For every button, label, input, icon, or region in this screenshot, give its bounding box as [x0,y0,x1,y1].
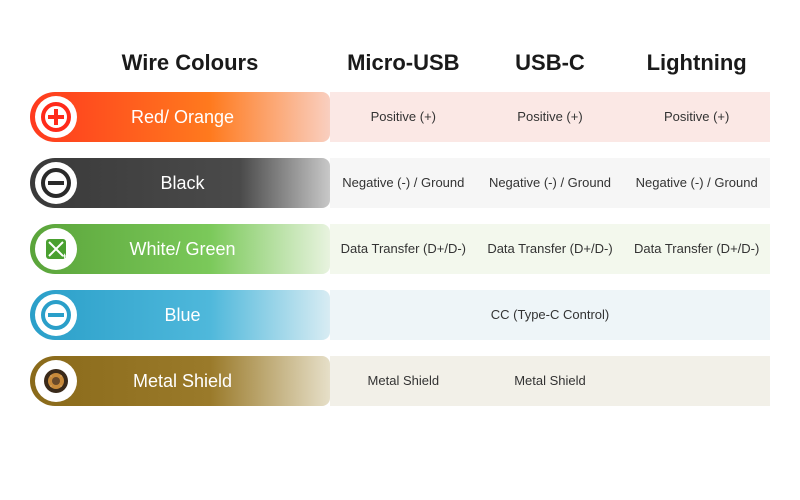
cell-usb-c: Data Transfer (D+/D-) [477,224,624,274]
wire-label-text: Red/ Orange [77,107,330,128]
cell-micro-usb: Negative (-) / Ground [330,158,477,208]
cell-lightning [623,356,770,406]
wire-label-blue: Blue [30,290,330,340]
wire-label-black: Black [30,158,330,208]
cell-lightning [623,290,770,340]
cell-micro-usb: Data Transfer (D+/D-) [330,224,477,274]
wire-label-text: White/ Green [77,239,330,260]
cell-lightning: Data Transfer (D+/D-) [623,224,770,274]
table-row: Metal Shield Metal Shield Metal Shield [30,352,770,410]
shield-icon [35,360,77,402]
header-wire-colours: Wire Colours [30,50,330,76]
table-row: Black Negative (-) / Ground Negative (-)… [30,154,770,212]
wire-label-text: Black [77,173,330,194]
wire-label-metal-shield: Metal Shield [30,356,330,406]
header-usb-c: USB-C [477,50,624,76]
cell-lightning: Negative (-) / Ground [623,158,770,208]
wire-label-text: Metal Shield [77,371,330,392]
svg-text:+: + [62,251,67,261]
wire-label-white-green: + White/ Green [30,224,330,274]
cell-usb-c: CC (Type-C Control) [477,290,624,340]
cell-usb-c: Negative (-) / Ground [477,158,624,208]
table-header-row: Wire Colours Micro-USB USB-C Lightning [30,50,770,76]
header-micro-usb: Micro-USB [330,50,477,76]
cell-usb-c: Metal Shield [477,356,624,406]
minus-icon [35,294,77,336]
cell-micro-usb: Metal Shield [330,356,477,406]
data-icon: + [35,228,77,270]
minus-icon [35,162,77,204]
table-row: + White/ Green Data Transfer (D+/D-) Dat… [30,220,770,278]
table-row: Red/ Orange Positive (+) Positive (+) Po… [30,88,770,146]
wire-label-text: Blue [77,305,330,326]
header-lightning: Lightning [623,50,770,76]
wire-colours-table: Wire Colours Micro-USB USB-C Lightning R… [30,50,770,410]
table-row: Blue CC (Type-C Control) [30,286,770,344]
cell-lightning: Positive (+) [623,92,770,142]
cell-micro-usb: Positive (+) [330,92,477,142]
cell-micro-usb [330,290,477,340]
plus-icon [35,96,77,138]
wire-label-red-orange: Red/ Orange [30,92,330,142]
cell-usb-c: Positive (+) [477,92,624,142]
